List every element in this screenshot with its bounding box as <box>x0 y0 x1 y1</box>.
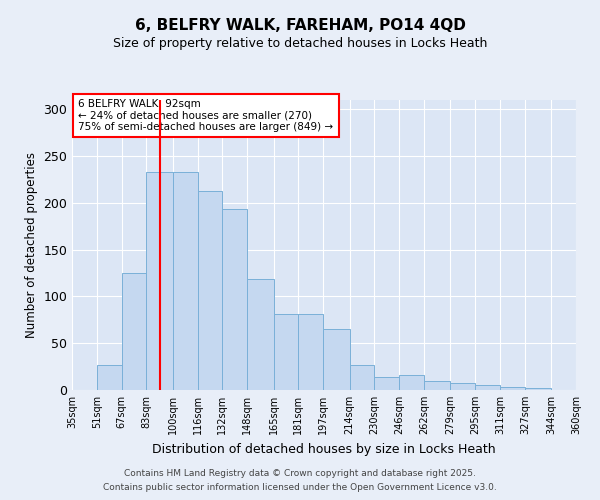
Bar <box>350 364 374 390</box>
Bar <box>197 190 223 390</box>
Bar <box>298 314 323 390</box>
Bar <box>146 172 173 390</box>
Bar <box>223 210 247 390</box>
Text: Contains public sector information licensed under the Open Government Licence v3: Contains public sector information licen… <box>103 484 497 492</box>
Bar <box>500 387 525 390</box>
Y-axis label: Number of detached properties: Number of detached properties <box>25 152 38 338</box>
Bar <box>374 377 399 390</box>
Bar <box>247 278 274 390</box>
Bar <box>399 375 424 390</box>
Bar <box>525 388 551 390</box>
Bar <box>323 329 350 390</box>
Text: 6 BELFRY WALK: 92sqm
← 24% of detached houses are smaller (270)
75% of semi-deta: 6 BELFRY WALK: 92sqm ← 24% of detached h… <box>78 98 334 132</box>
Text: Contains HM Land Registry data © Crown copyright and database right 2025.: Contains HM Land Registry data © Crown c… <box>124 468 476 477</box>
Bar <box>173 172 197 390</box>
Bar <box>274 314 298 390</box>
Text: 6, BELFRY WALK, FAREHAM, PO14 4QD: 6, BELFRY WALK, FAREHAM, PO14 4QD <box>134 18 466 32</box>
Text: Size of property relative to detached houses in Locks Heath: Size of property relative to detached ho… <box>113 38 487 51</box>
Bar <box>424 380 451 390</box>
X-axis label: Distribution of detached houses by size in Locks Heath: Distribution of detached houses by size … <box>152 442 496 456</box>
Bar <box>122 273 146 390</box>
Bar <box>576 389 600 390</box>
Bar <box>475 386 500 390</box>
Bar <box>97 364 122 390</box>
Bar <box>451 384 475 390</box>
